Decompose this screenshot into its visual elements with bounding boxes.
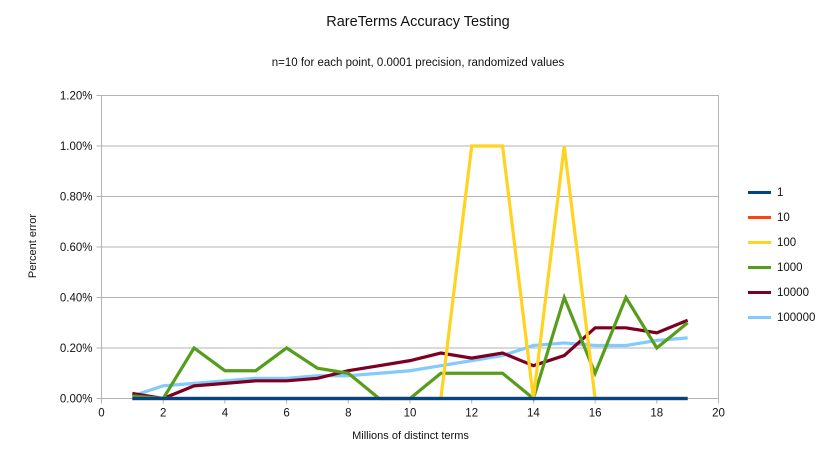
legend-label: 100 xyxy=(777,236,797,249)
x-tick-label: 12 xyxy=(465,408,478,420)
y-axis-title: Percent error xyxy=(27,213,39,279)
legend-swatch-100000 xyxy=(748,316,771,319)
y-tick-label: 0.80% xyxy=(60,192,93,204)
x-axis-title: Millions of distinct terms xyxy=(352,430,469,442)
x-tick-label: 4 xyxy=(222,408,229,420)
legend-label: 10 xyxy=(777,211,790,224)
x-tick-label: 2 xyxy=(160,408,166,420)
x-tick-label: 14 xyxy=(527,408,540,420)
x-tick-label: 20 xyxy=(712,408,725,420)
legend-label: 1 xyxy=(777,186,784,199)
series-line-10000 xyxy=(132,318,689,401)
legend-label: 1000 xyxy=(777,261,803,274)
y-tick-label: 0.40% xyxy=(60,293,93,305)
chart-title: RareTerms Accuracy Testing xyxy=(326,14,510,30)
x-tick-label: 0 xyxy=(98,408,104,420)
legend-swatch-1 xyxy=(748,191,771,194)
legend-item-1000: 1000 xyxy=(748,255,815,280)
legend-item-10000: 10000 xyxy=(748,280,815,305)
chart-subtitle: n=10 for each point, 0.0001 precision, r… xyxy=(271,57,565,69)
legend-swatch-10 xyxy=(748,216,771,219)
x-tick-label: 16 xyxy=(589,408,602,420)
legend-label: 10000 xyxy=(777,286,809,299)
legend-item-100000: 100000 xyxy=(748,305,815,330)
legend: 1 10 100 1000 10000 100000 xyxy=(748,180,815,330)
legend-swatch-1000 xyxy=(748,266,771,269)
y-tick-label: 0.20% xyxy=(60,343,93,355)
legend-swatch-10000 xyxy=(748,291,771,294)
y-tick-label: 0.00% xyxy=(60,394,93,406)
x-tick-label: 8 xyxy=(345,408,351,420)
y-tick-label: 1.20% xyxy=(60,91,93,103)
legend-label: 100000 xyxy=(777,311,816,324)
x-tick-label: 18 xyxy=(650,408,663,420)
legend-item-1: 1 xyxy=(748,180,815,205)
legend-item-100: 100 xyxy=(748,230,815,255)
x-tick-label: 6 xyxy=(283,408,289,420)
series-line-100000 xyxy=(131,336,688,398)
x-tick-label: 10 xyxy=(404,408,417,420)
legend-item-10: 10 xyxy=(748,205,815,230)
legend-swatch-100 xyxy=(748,241,771,244)
y-tick-label: 1.00% xyxy=(60,141,93,153)
y-tick-label: 0.60% xyxy=(60,242,93,254)
